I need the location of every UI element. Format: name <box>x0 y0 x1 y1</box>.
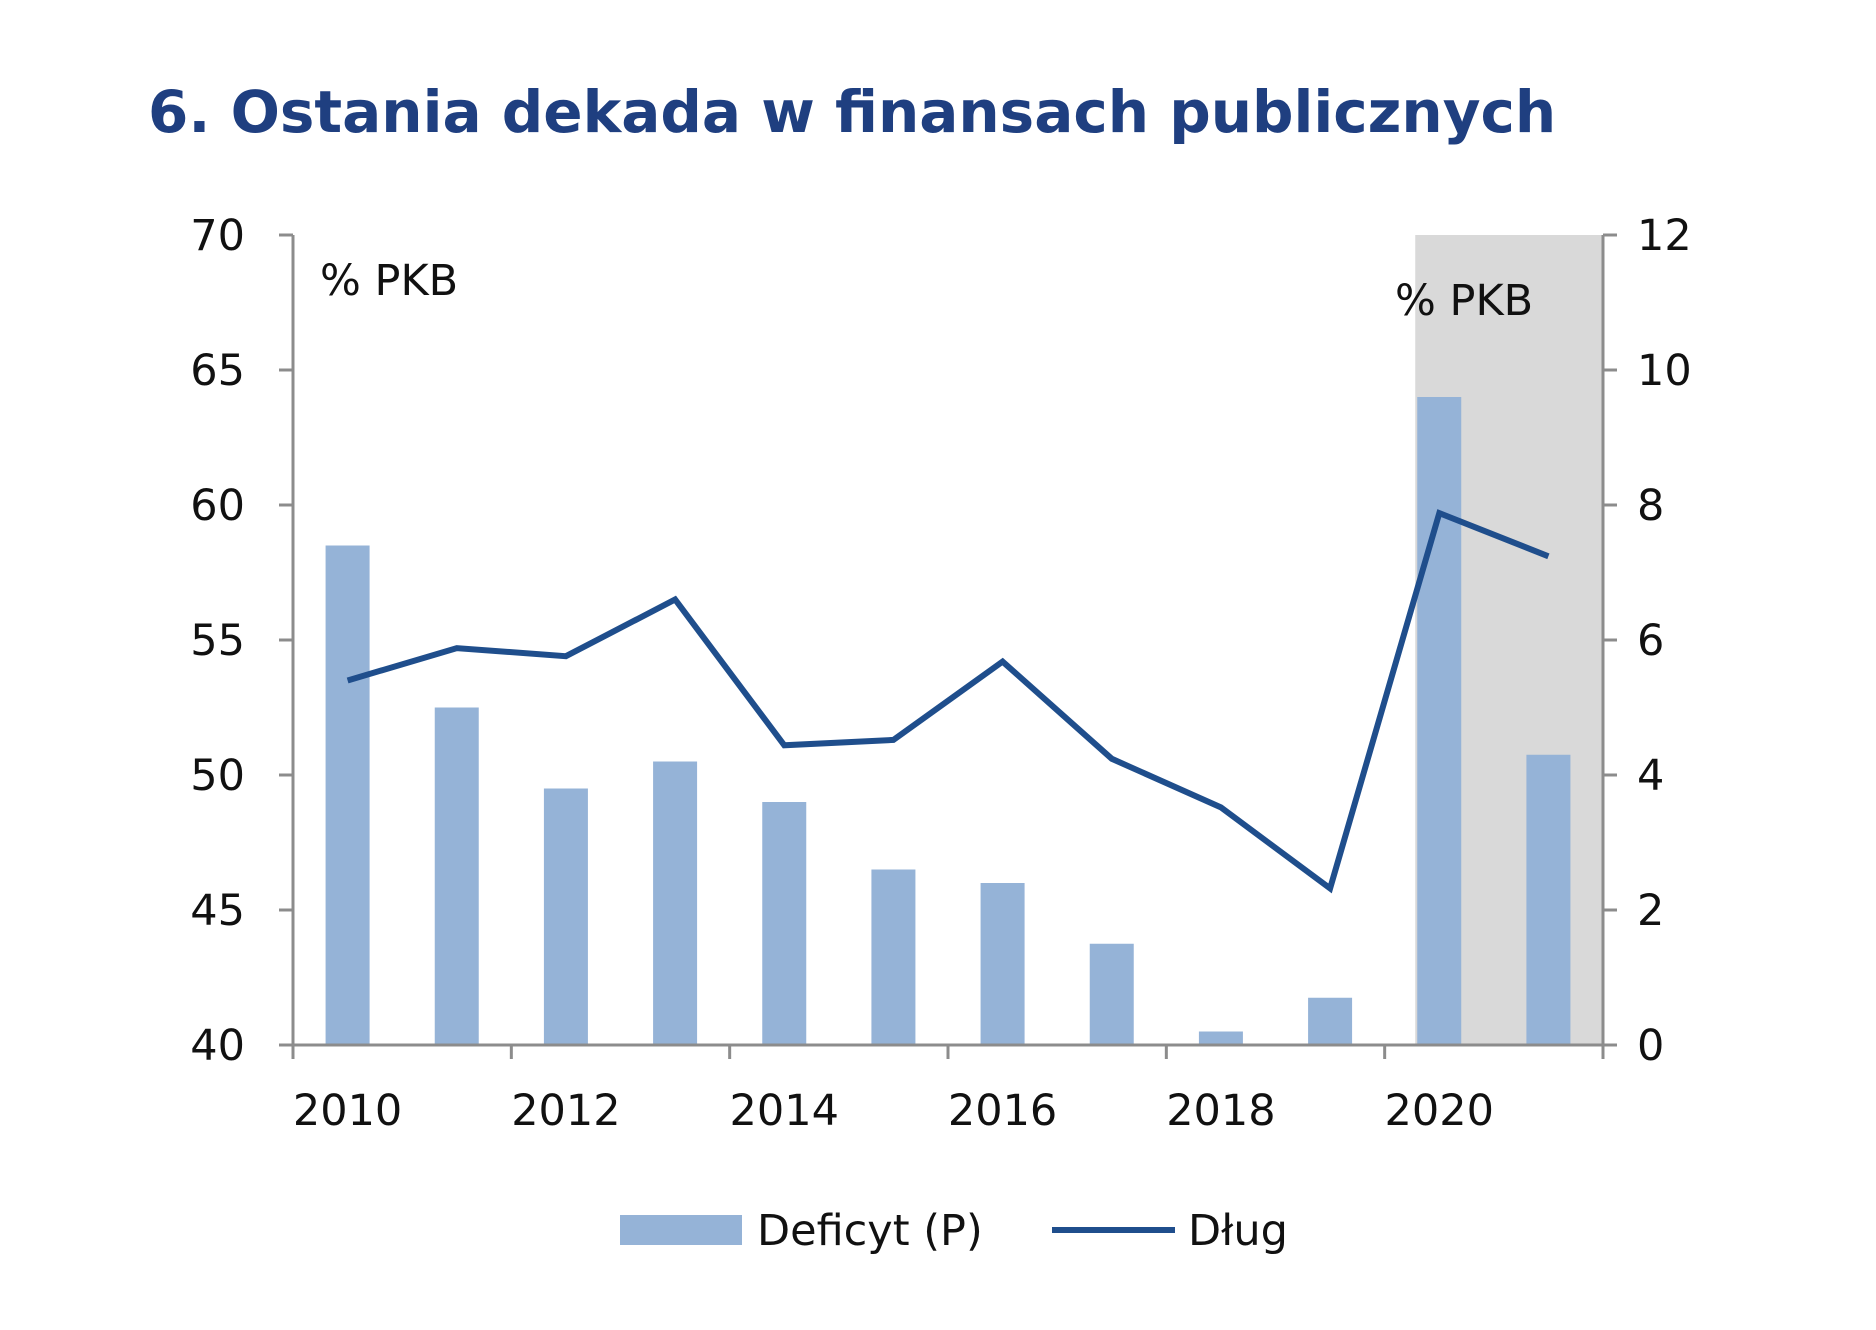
left-tick-label: 50 <box>190 751 245 801</box>
left-unit-label: % PKB <box>320 256 458 306</box>
left-tick-label: 60 <box>190 481 245 531</box>
x-tick-label: 2020 <box>1385 1086 1494 1136</box>
legend-label-dlug: Dług <box>1188 1206 1288 1256</box>
right-tick-label: 6 <box>1637 616 1664 666</box>
legend-swatch-deficyt <box>620 1215 742 1245</box>
right-tick-label: 2 <box>1637 886 1664 936</box>
bar-deficyt <box>325 545 370 1045</box>
left-tick-label: 55 <box>190 616 245 666</box>
bar-deficyt <box>871 869 916 1045</box>
x-tick-label: 2012 <box>511 1086 620 1136</box>
left-tick-label: 45 <box>190 886 245 936</box>
x-tick-label: 2016 <box>948 1086 1057 1136</box>
x-tick-label: 2018 <box>1166 1086 1275 1136</box>
bar-deficyt <box>543 788 588 1045</box>
left-tick-label: 65 <box>190 346 245 396</box>
right-unit-label: % PKB <box>1395 276 1533 326</box>
right-tick-label: 10 <box>1637 346 1692 396</box>
bar-deficyt <box>434 707 479 1045</box>
right-tick-label: 12 <box>1637 211 1692 261</box>
bar-deficyt <box>1089 943 1134 1045</box>
line-dlug <box>346 509 1550 894</box>
bar-deficyt <box>1198 1031 1243 1045</box>
x-tick-label: 2010 <box>293 1086 402 1136</box>
right-tick-label: 4 <box>1637 751 1664 801</box>
bar-deficyt <box>1417 397 1462 1045</box>
x-tick-label: 2014 <box>730 1086 839 1136</box>
bar-deficyt <box>762 802 807 1045</box>
bar-deficyt <box>980 883 1025 1045</box>
legend-label-deficyt: Deficyt (P) <box>757 1206 983 1256</box>
right-tick-label: 0 <box>1637 1021 1664 1071</box>
bar-deficyt <box>653 761 698 1045</box>
bar-deficyt <box>1308 997 1353 1045</box>
left-tick-label: 70 <box>190 211 245 261</box>
bar-deficyt <box>1526 754 1571 1045</box>
chart-title: 6. Ostania dekada w finansach publicznyc… <box>148 78 1557 146</box>
right-tick-label: 8 <box>1637 481 1664 531</box>
left-tick-label: 40 <box>190 1021 245 1071</box>
